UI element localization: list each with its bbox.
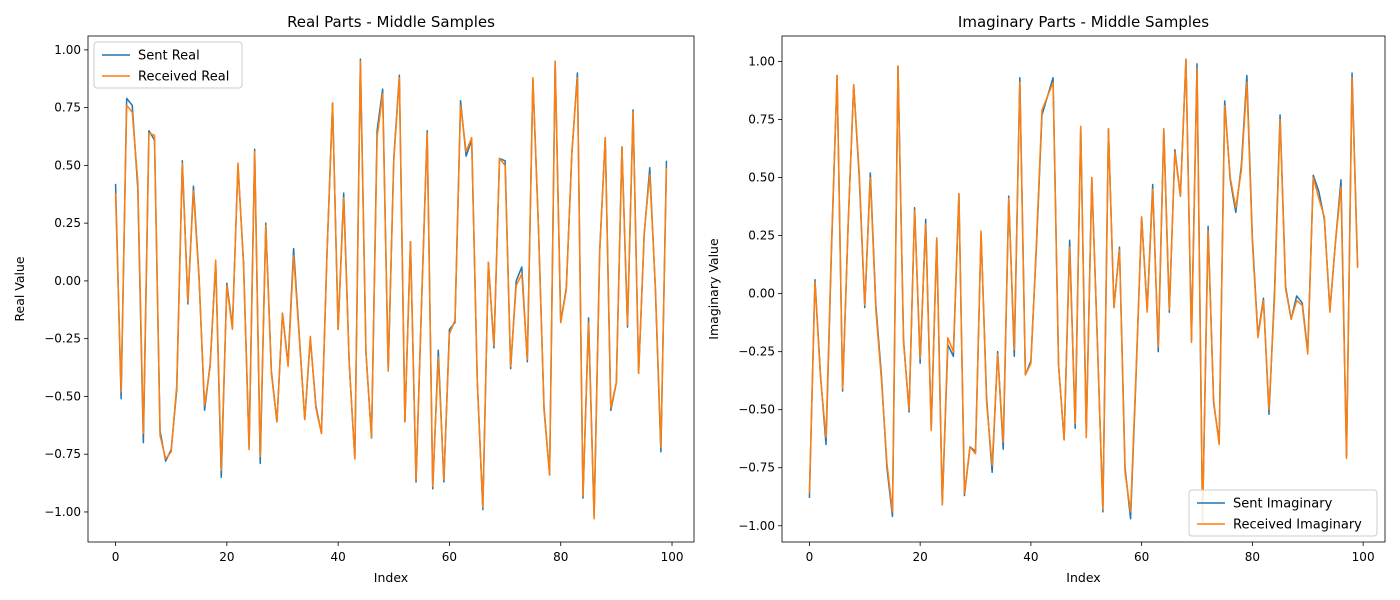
legend-box (93, 41, 243, 89)
x-axis-label: Index (1066, 570, 1100, 585)
y-tick-label: 0.00 (748, 287, 775, 301)
x-tick-label: 40 (330, 550, 345, 564)
y-tick-label: 0.50 (54, 158, 81, 172)
x-tick-label: 20 (219, 550, 234, 564)
y-tick-label: −0.25 (738, 345, 775, 359)
x-axis-label: Index (374, 570, 408, 585)
legend: Sent Real Received Real (93, 41, 243, 89)
x-tick-label: 80 (1245, 550, 1260, 564)
y-tick-label: 0.25 (748, 229, 775, 243)
y-tick-label: −1.00 (44, 505, 81, 519)
y-tick-label: 0.50 (748, 171, 775, 185)
y-tick-label: −0.25 (44, 332, 81, 346)
plot-frame (781, 35, 1386, 543)
legend-label: Sent Imaginary (1233, 497, 1333, 512)
legend-label: Received Real (138, 70, 229, 85)
y-tick-label: 0.25 (54, 216, 81, 230)
y-tick-label: 0.00 (54, 274, 81, 288)
chart-panel-2: Imaginary Parts - Middle Samples 0 20 40 60 8… (706, 13, 1386, 585)
x-tick-label: 0 (112, 550, 120, 564)
chart-title: Real Parts - Middle Samples (287, 13, 495, 31)
legend-label: Sent Real (138, 49, 200, 64)
x-tick-label: 100 (1352, 550, 1375, 564)
series-line-received-real (114, 60, 668, 520)
x-tick-label: 20 (913, 550, 928, 564)
y-tick-label: −0.50 (738, 403, 775, 417)
legend-label: Received Imaginary (1233, 518, 1362, 533)
y-tick-label: −0.75 (44, 447, 81, 461)
y-axis-label: Imaginary Value (706, 238, 721, 340)
x-tick-label: 0 (806, 550, 814, 564)
plot-frame (87, 35, 695, 543)
y-tick-label: 1.00 (54, 43, 81, 57)
x-tick-label: 40 (1023, 550, 1038, 564)
x-tick-label: 100 (661, 550, 684, 564)
series-line-received-imaginary (808, 58, 1359, 520)
y-tick-label: 0.75 (748, 113, 775, 127)
chart-title: Imaginary Parts - Middle Samples (958, 13, 1209, 31)
legend: Sent Imaginary Received Imaginary (1188, 489, 1378, 537)
legend-box (1188, 489, 1378, 537)
chart-panel-1: Real Parts - Middle Samples 0 20 40 60 80 100 −… (12, 13, 695, 585)
x-tick-label: 60 (442, 550, 457, 564)
y-axis-label: Real Value (12, 256, 27, 322)
y-tick-label: 1.00 (748, 55, 775, 69)
y-tick-label: −1.00 (738, 519, 775, 533)
y-tick-label: 0.75 (54, 101, 81, 115)
y-tick-label: −0.50 (44, 389, 81, 403)
y-tick-label: −0.75 (738, 461, 775, 475)
x-tick-label: 60 (1134, 550, 1149, 564)
x-tick-label: 80 (553, 550, 568, 564)
